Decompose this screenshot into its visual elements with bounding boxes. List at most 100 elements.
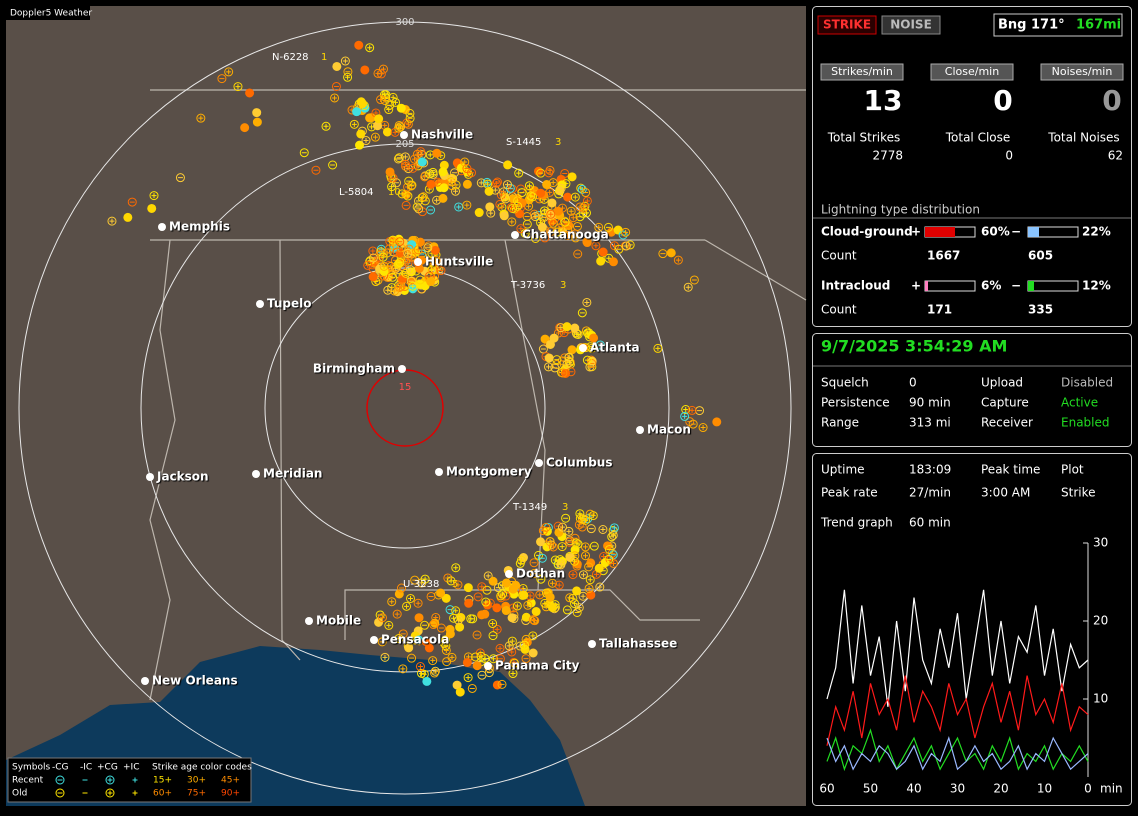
strike-symbol xyxy=(495,654,505,664)
strike-symbol xyxy=(580,542,590,552)
city-dot xyxy=(535,459,543,467)
panel-settings-content: Squelch 0 Upload Disabled Persistence 90 min C… xyxy=(821,376,1113,430)
strike-symbol xyxy=(579,203,589,213)
strike-symbol xyxy=(517,188,527,198)
strike-symbol xyxy=(535,590,545,600)
strike-symbol xyxy=(540,598,550,608)
strike-symbol xyxy=(360,65,370,75)
legend-box xyxy=(7,757,252,803)
strikes xyxy=(107,40,722,697)
bar-track xyxy=(924,280,976,292)
city-dot xyxy=(484,662,492,670)
city-label: Montgomery xyxy=(446,465,532,479)
range-label: 205 xyxy=(395,139,414,150)
strike-symbol xyxy=(583,328,593,338)
strike-symbol xyxy=(492,603,502,613)
range-label: 300 xyxy=(395,17,414,28)
strike-symbol xyxy=(398,629,408,639)
age-code: 30+ xyxy=(187,776,206,786)
strike-symbol xyxy=(548,603,558,613)
strike-symbol xyxy=(426,179,436,189)
strike-symbol xyxy=(512,601,522,611)
strike-symbol xyxy=(447,173,457,183)
strike-symbol xyxy=(516,555,526,565)
strike-symbol xyxy=(500,194,510,204)
city-dot xyxy=(370,636,378,644)
map-labels: 30020515NashvilleMemphisChattanoogaHunts… xyxy=(141,17,691,688)
x-tick-label: 30 xyxy=(950,782,965,796)
strike-symbol xyxy=(562,322,572,332)
strike-symbol xyxy=(560,217,570,227)
strike-symbol xyxy=(472,630,482,640)
strike-symbol xyxy=(393,259,403,269)
legend-symbol xyxy=(105,775,115,785)
strike-symbol xyxy=(556,558,566,568)
rate-label-box xyxy=(930,63,1014,81)
strike-symbol xyxy=(508,584,518,594)
strike-symbol xyxy=(442,657,452,667)
legend-row-label: Old xyxy=(12,789,27,799)
strike-symbol xyxy=(240,123,250,133)
strike-symbol xyxy=(380,120,390,130)
strike-symbol xyxy=(343,72,353,82)
city-dot xyxy=(505,570,513,578)
strike-button[interactable] xyxy=(817,15,877,35)
strike-symbol xyxy=(570,192,580,202)
sign: − xyxy=(1011,225,1021,239)
strike-button-label[interactable]: STRIKE xyxy=(823,18,871,32)
city-dot xyxy=(414,258,422,266)
strike-symbol xyxy=(488,619,498,629)
strike-symbol xyxy=(415,662,425,672)
strike-symbol xyxy=(658,249,668,259)
strike-symbol xyxy=(550,363,560,373)
strike-symbol xyxy=(371,108,381,118)
age-code: 45+ xyxy=(221,776,240,786)
legend-header: Symbols xyxy=(12,763,51,773)
strike-symbol xyxy=(385,100,395,110)
strike-symbol xyxy=(468,614,478,624)
rate-label: Close/min xyxy=(945,65,999,78)
strike-symbol xyxy=(577,308,587,318)
strike-symbol xyxy=(217,74,227,84)
strike-symbol xyxy=(380,96,390,106)
strike-symbol xyxy=(376,95,386,105)
x-tick-label: 40 xyxy=(906,782,921,796)
noise-button-label[interactable]: NOISE xyxy=(890,18,932,32)
strike-symbol xyxy=(528,615,538,625)
strike-symbol xyxy=(568,213,578,223)
strike-symbol xyxy=(613,225,623,235)
panel-settings xyxy=(812,333,1132,447)
legend-symbol xyxy=(132,777,138,783)
strike-symbol xyxy=(582,297,592,307)
strike-symbol xyxy=(608,550,618,560)
strike-symbol xyxy=(530,212,540,222)
city-label: Tallahassee xyxy=(599,637,677,651)
y-tick-label: 30 xyxy=(1093,536,1108,550)
strike-symbol xyxy=(537,212,547,222)
strike-symbol xyxy=(547,198,557,208)
strike-symbol xyxy=(621,227,631,237)
stat-label: Peak time xyxy=(981,463,1040,477)
legend-symbol xyxy=(55,775,65,785)
strike-symbol xyxy=(621,241,631,251)
strike-symbol xyxy=(595,340,605,350)
strike-symbol xyxy=(438,167,448,177)
noise-button[interactable] xyxy=(881,15,941,35)
strike-symbol xyxy=(407,252,417,262)
setting-label: Squelch xyxy=(821,376,869,390)
bar xyxy=(1028,281,1034,291)
strike-symbol xyxy=(695,406,705,416)
strike-symbol xyxy=(575,509,585,519)
setting-label: Capture xyxy=(981,396,1029,410)
strike-symbol xyxy=(712,417,722,427)
strike-symbol xyxy=(503,160,513,170)
city-dot xyxy=(158,223,166,231)
strike-symbol xyxy=(531,233,541,243)
strike-symbol xyxy=(554,189,564,199)
window-title: Doppler5 Weather xyxy=(10,9,92,19)
strike-symbol xyxy=(422,676,432,686)
legend-symbol xyxy=(132,790,138,796)
strike-symbol xyxy=(404,643,414,653)
setting-value: Disabled xyxy=(1061,376,1113,390)
strike-symbol xyxy=(390,127,400,137)
